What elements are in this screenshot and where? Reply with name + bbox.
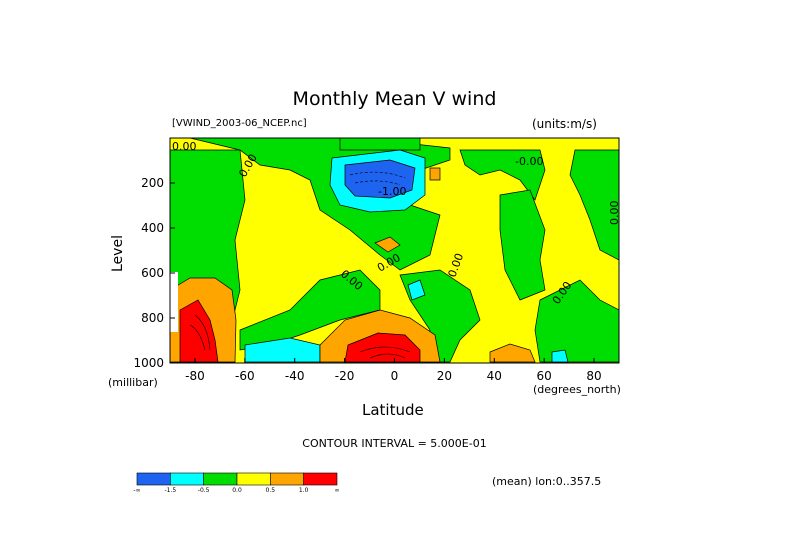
contour-label: -0.00 <box>515 155 543 168</box>
x-tick-label: 80 <box>586 369 601 383</box>
x-axis-ticks: -80 -60 -40 -20 0 20 40 60 80 <box>185 358 602 383</box>
legend-label: ∞ <box>335 487 340 494</box>
y-tick-label: 200 <box>141 176 164 190</box>
x-tick-label: 20 <box>437 369 452 383</box>
legend-swatch <box>303 472 338 486</box>
x-axis-label: Latitude <box>362 401 424 419</box>
x-tick-label: -80 <box>185 369 205 383</box>
y-tick-label: 1000 <box>133 356 164 370</box>
x-tick-label: -20 <box>335 369 355 383</box>
x-tick-label: 40 <box>487 369 502 383</box>
legend-swatch <box>136 472 171 486</box>
missing-data-area <box>170 272 178 332</box>
strong-northerly-core <box>344 159 416 199</box>
legend-colorbar: -∞ -1.5 -0.5 0.0 0.5 1.0 ∞ <box>133 472 340 494</box>
x-tick-label: 60 <box>537 369 552 383</box>
legend-label: -∞ <box>133 487 140 494</box>
x-tick-label: 0 <box>391 369 399 383</box>
contour-lines <box>189 171 411 359</box>
contour-interval-note: CONTOUR INTERVAL = 5.000E-01 <box>302 437 487 450</box>
contour-label: 0.00 <box>172 140 197 153</box>
legend-label: 0.0 <box>232 487 242 494</box>
legend-label: -1.5 <box>164 487 176 494</box>
x-tick-label: -60 <box>235 369 255 383</box>
legend-swatch <box>203 472 238 486</box>
y-tick-label: 400 <box>141 221 164 235</box>
legend-swatch <box>170 472 204 486</box>
legend-swatch <box>236 472 271 486</box>
units-label: (units:m/s) <box>532 117 597 131</box>
y-axis-units: (millibar) <box>108 376 158 389</box>
legend-label: -0.5 <box>198 487 210 494</box>
contour-label: 0.00 <box>608 201 621 226</box>
dataset-label: [VWIND_2003-06_NCEP.nc] <box>172 118 307 129</box>
y-axis-ticks: 200 400 600 800 1000 <box>133 176 175 370</box>
y-tick-label: 800 <box>141 311 164 325</box>
y-tick-label: 600 <box>141 266 164 280</box>
contour-label: -1.00 <box>378 185 406 198</box>
x-axis-units: (degrees_north) <box>533 383 621 396</box>
x-tick-label: -40 <box>285 369 305 383</box>
legend-label: 1.0 <box>299 487 309 494</box>
chart-title: Monthly Mean V wind <box>292 88 497 110</box>
legend-swatch <box>270 472 304 486</box>
legend-label: 0.5 <box>266 487 276 494</box>
positive-strong-regions <box>179 299 421 363</box>
mean-footnote: (mean) lon:0..357.5 <box>492 475 602 488</box>
